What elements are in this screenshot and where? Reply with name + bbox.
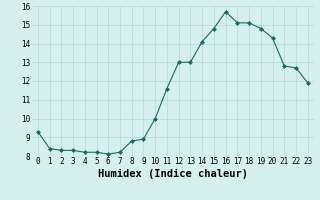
X-axis label: Humidex (Indice chaleur): Humidex (Indice chaleur) [98, 169, 248, 179]
